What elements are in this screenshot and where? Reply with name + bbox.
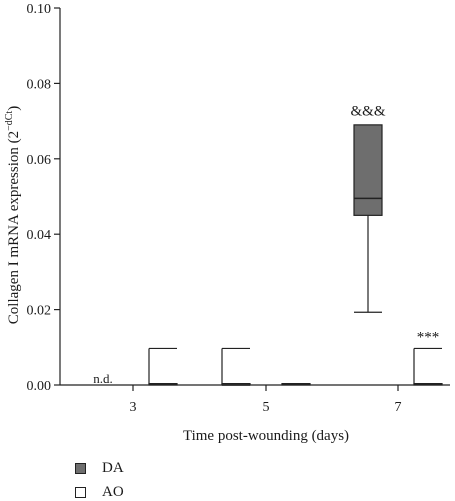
box-da-day-7 (353, 124, 383, 313)
y-tick-label: 0.10 (27, 2, 52, 17)
y-axis-label: Collagen I mRNA expression (2−dCt) (4, 106, 22, 324)
y-tick-label: 0.08 (27, 77, 52, 92)
y-axis-label-close: ) (6, 106, 22, 111)
chart-marks: n.d. &&& *** (93, 103, 443, 386)
x-tick-label: 5 (263, 400, 270, 415)
box-ao-day-7 (413, 347, 443, 386)
y-tick-label: 0.04 (27, 228, 52, 243)
y-tick-label: 0.00 (27, 379, 52, 394)
axes: 0.00 0.02 0.04 0.06 0.08 0.10 3 5 7 (27, 2, 450, 415)
legend-swatch-ao (75, 487, 86, 498)
y-tick-label: 0.06 (27, 153, 52, 168)
annotation: *** (417, 330, 440, 346)
box-ao-day-3 (148, 347, 178, 386)
box-ao-day-5 (281, 383, 311, 386)
y-axis-label-superscript: −dCt (4, 111, 15, 131)
y-tick-label: 0.02 (27, 304, 52, 319)
box-da-day-5 (221, 347, 251, 386)
x-axis-label: Time post-wounding (days) (183, 428, 349, 444)
legend-item-ao: AO (75, 484, 124, 501)
legend-label-da: DA (102, 460, 124, 476)
annotation: n.d. (93, 371, 113, 386)
annotation: &&& (350, 103, 385, 119)
legend-item-da: DA (75, 460, 124, 477)
x-tick-label: 7 (395, 400, 402, 415)
box-body (353, 124, 383, 216)
legend-label-ao: AO (102, 484, 124, 500)
legend-swatch-da (75, 463, 86, 474)
y-axis-label-main: Collagen I mRNA expression (2 (6, 131, 22, 324)
x-tick-label: 3 (130, 400, 137, 415)
